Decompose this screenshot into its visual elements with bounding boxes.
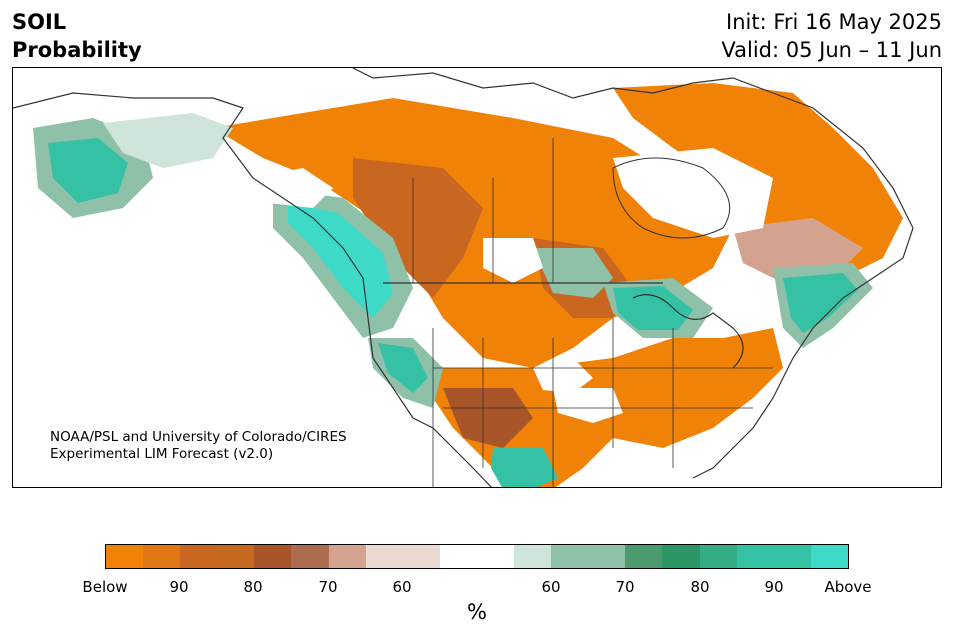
data-credit: NOAA/PSL and University of Colorado/CIRE… (50, 429, 347, 463)
colorbar-tick-70-above: 70 (615, 578, 635, 596)
colorbar-segment (217, 545, 255, 568)
colorbar-segment (810, 545, 848, 568)
colorbar-tick-60-above: 60 (541, 578, 561, 596)
above-normal-regions (33, 113, 873, 487)
colorbar-segment (143, 545, 181, 568)
colorbar-segment (773, 545, 811, 568)
probability-map: NOAA/PSL and University of Colorado/CIRE… (12, 67, 942, 488)
colorbar-segment (662, 545, 700, 568)
colorbar-segment (476, 545, 515, 568)
map-title: SOIL Probability (12, 8, 142, 64)
credit-line-1: NOAA/PSL and University of Colorado/CIRE… (50, 429, 347, 445)
colorbar-segment (291, 545, 329, 568)
colorbar-segment (514, 545, 552, 568)
colorbar-segment (588, 545, 626, 568)
init-date: Init: Fri 16 May 2025 (726, 10, 942, 34)
colorbar-segment (365, 545, 403, 568)
colorbar-tick-60-below: 60 (392, 578, 412, 596)
probability-colorbar (105, 544, 849, 569)
colorbar-tick-80-below: 80 (243, 578, 263, 596)
variable-label: SOIL (12, 10, 67, 34)
valid-range: Valid: 05 Jun – 11 Jun (721, 38, 942, 62)
credit-line-2: Experimental LIM Forecast (v2.0) (50, 446, 274, 462)
near-normal-regions (253, 148, 773, 423)
colorbar-segment (699, 545, 737, 568)
colorbar-segment (439, 545, 477, 568)
colorbar-unit: % (467, 600, 487, 624)
map-canvas (13, 68, 914, 487)
colorbar-tick-70-below: 70 (318, 578, 338, 596)
colorbar-segment (328, 545, 366, 568)
colorbar-tick-90-below: 90 (169, 578, 189, 596)
colorbar-tick-below: Below (82, 578, 128, 596)
colorbar-segment (625, 545, 663, 568)
colorbar-tick-above: Above (824, 578, 872, 596)
colorbar-segment (106, 545, 144, 568)
colorbar-tick-90-above: 90 (764, 578, 784, 596)
colorbar-segment (551, 545, 589, 568)
boundary-lines (13, 68, 914, 487)
colorbar-tick-80-above: 80 (690, 578, 710, 596)
forecast-dates: Init: Fri 16 May 2025 Valid: 05 Jun – 11… (721, 8, 942, 64)
product-label: Probability (12, 38, 142, 62)
colorbar-segment (180, 545, 218, 568)
colorbar-segment (254, 545, 292, 568)
colorbar-segment (402, 545, 440, 568)
colorbar-segment (736, 545, 774, 568)
